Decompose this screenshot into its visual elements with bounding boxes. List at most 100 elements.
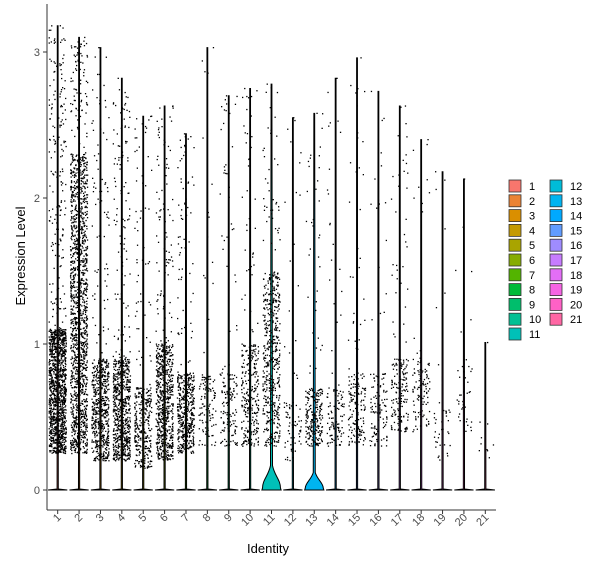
data-point	[171, 439, 174, 441]
data-point	[85, 165, 87, 168]
data-point	[116, 214, 118, 216]
data-point	[85, 253, 87, 256]
data-point	[52, 391, 55, 393]
data-point	[51, 363, 54, 365]
data-point	[83, 393, 85, 396]
data-point	[124, 91, 126, 94]
data-point	[57, 413, 60, 415]
data-point	[56, 408, 59, 410]
data-point	[118, 454, 120, 456]
data-point	[145, 445, 147, 448]
data-point	[85, 351, 88, 354]
data-point	[75, 155, 77, 157]
data-point	[79, 216, 81, 218]
data-point	[120, 391, 122, 393]
data-point	[75, 193, 77, 195]
data-point	[124, 125, 126, 127]
data-point	[70, 333, 72, 335]
data-point	[79, 159, 81, 161]
data-point	[63, 449, 65, 451]
data-point	[53, 39, 55, 42]
data-point	[162, 308, 165, 310]
data-point	[128, 362, 130, 364]
data-point	[122, 374, 125, 376]
data-point	[77, 356, 79, 358]
data-point	[62, 170, 64, 173]
data-point	[84, 289, 86, 291]
data-point	[148, 437, 150, 439]
data-point	[56, 442, 58, 444]
data-point	[78, 201, 80, 203]
data-point	[82, 260, 84, 262]
data-point	[54, 329, 56, 331]
data-point	[65, 420, 67, 422]
data-point	[119, 373, 121, 376]
data-point	[55, 438, 57, 441]
data-point	[121, 422, 123, 424]
data-point	[122, 435, 124, 437]
data-point	[80, 183, 82, 185]
data-point	[59, 364, 62, 366]
data-point	[94, 270, 96, 272]
data-point	[54, 404, 56, 406]
data-point	[104, 409, 106, 411]
data-point	[146, 419, 148, 421]
data-point	[77, 59, 79, 61]
data-point	[124, 427, 126, 429]
data-point	[56, 419, 58, 421]
data-point	[59, 25, 61, 27]
data-point	[64, 373, 66, 375]
data-point	[71, 408, 73, 410]
data-point	[70, 285, 72, 287]
data-point	[113, 408, 115, 410]
data-point	[158, 383, 160, 385]
data-point	[70, 169, 72, 172]
data-point	[104, 402, 106, 404]
data-point	[82, 385, 84, 387]
data-point	[136, 401, 138, 403]
data-point	[81, 336, 84, 338]
data-point	[118, 420, 120, 423]
data-point	[81, 190, 83, 192]
data-point	[65, 118, 67, 121]
data-point	[99, 392, 101, 394]
data-point	[62, 381, 64, 384]
data-point	[122, 154, 124, 157]
data-point	[53, 408, 55, 411]
data-point	[48, 434, 51, 437]
data-point	[74, 200, 76, 202]
data-point	[161, 434, 163, 437]
data-point	[156, 445, 159, 448]
data-point	[82, 273, 85, 275]
data-point	[70, 323, 72, 325]
data-point	[78, 328, 80, 331]
data-point	[144, 467, 146, 469]
data-point	[77, 381, 79, 384]
data-point	[124, 439, 127, 442]
data-point	[166, 431, 168, 433]
data-point	[158, 429, 160, 431]
data-point	[104, 411, 107, 413]
data-point	[61, 395, 63, 397]
data-point	[86, 279, 88, 281]
data-point	[125, 376, 127, 379]
data-point	[56, 432, 58, 435]
data-point	[103, 299, 105, 302]
data-point	[101, 396, 103, 398]
data-point	[65, 378, 67, 380]
data-point	[72, 416, 74, 418]
data-point	[98, 424, 100, 426]
data-point	[73, 277, 75, 280]
data-point	[62, 404, 64, 406]
data-point	[84, 272, 86, 274]
data-point	[91, 384, 93, 386]
data-point	[155, 361, 158, 363]
data-point	[86, 288, 88, 290]
data-point	[135, 404, 137, 406]
data-point	[85, 429, 87, 431]
data-point	[59, 432, 61, 435]
data-point	[139, 387, 141, 389]
data-point	[64, 421, 66, 424]
data-point	[107, 424, 109, 426]
data-point	[56, 395, 59, 397]
